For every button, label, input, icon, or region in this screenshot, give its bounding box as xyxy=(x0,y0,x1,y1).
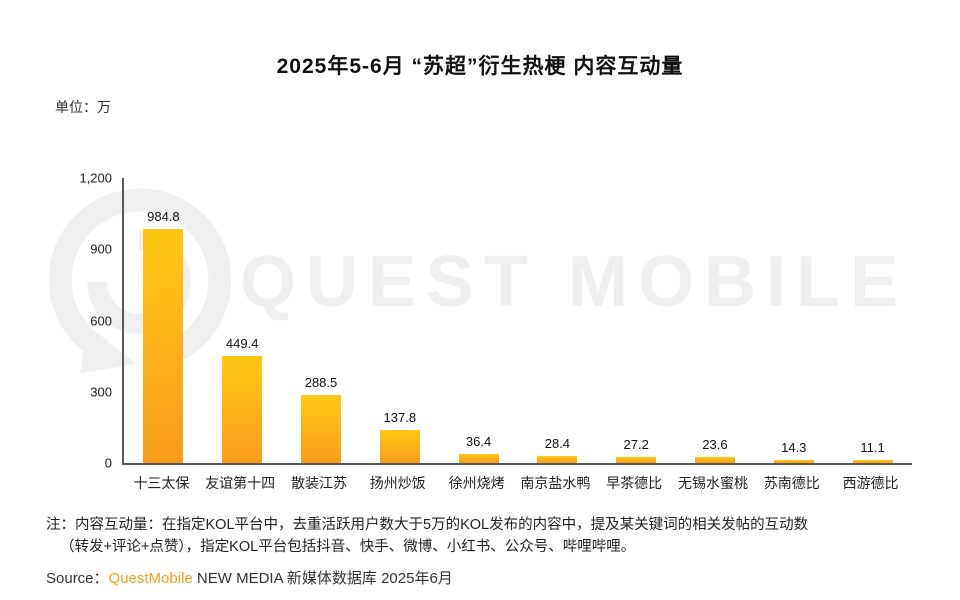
x-category-label: 西游德比 xyxy=(842,475,899,491)
bar-column: 288.5 xyxy=(282,178,361,463)
x-category-label: 散装江苏 xyxy=(290,475,347,491)
y-tick-label: 1,200 xyxy=(79,170,112,186)
source-prefix: Source： xyxy=(46,570,109,587)
bar-value-label: 27.2 xyxy=(623,436,649,452)
bar xyxy=(852,460,893,463)
bar-value-label: 23.6 xyxy=(702,437,728,453)
x-category-label: 早茶德比 xyxy=(606,475,663,491)
bar-value-label: 137.8 xyxy=(383,410,417,426)
bar xyxy=(616,456,657,463)
unit-label: 单位：万 xyxy=(55,99,111,115)
bar xyxy=(458,454,499,463)
note-line-1: 注：内容互动量：在指定KOL平台中，去重活跃用户数大于5万的KOL发布的内容中，… xyxy=(46,517,809,533)
chart-note: 注：内容互动量：在指定KOL平台中，去重活跃用户数大于5万的KOL发布的内容中，… xyxy=(46,514,808,559)
bar-column: 28.4 xyxy=(518,178,597,463)
x-category-label: 徐州烧烤 xyxy=(448,475,505,491)
bar-value-label: 11.1 xyxy=(860,440,885,456)
bar-column: 449.4 xyxy=(203,178,282,463)
bar-column: 137.8 xyxy=(360,178,439,463)
x-category-label: 扬州炒饭 xyxy=(369,475,426,491)
bar-value-label: 449.4 xyxy=(225,336,259,352)
bar-column: 984.8 xyxy=(124,178,203,463)
bar xyxy=(537,456,578,463)
bar-value-label: 14.3 xyxy=(781,439,807,455)
x-category-label: 苏南德比 xyxy=(763,475,820,491)
source-brand: QuestMobile xyxy=(108,570,193,587)
x-category-label: 无锡水蜜桃 xyxy=(677,475,748,491)
y-tick-label: 300 xyxy=(90,384,112,400)
y-axis: 0 300 600 900 1,200 xyxy=(0,171,112,471)
bar-value-label: 984.8 xyxy=(147,209,180,225)
y-tick-label: 900 xyxy=(90,241,112,257)
bar-column: 14.3 xyxy=(754,178,833,463)
source-suffix: NEW MEDIA 新媒体数据库 2025年6月 xyxy=(192,570,453,587)
y-tick-label: 0 xyxy=(104,455,112,471)
chart-title: 2025年5-6月 “苏超”衍生热梗 内容互动量 xyxy=(276,55,684,78)
bar-column: 11.1 xyxy=(833,178,912,463)
bar-column: 36.4 xyxy=(439,178,518,463)
bar xyxy=(773,459,814,463)
bar-value-label: 36.4 xyxy=(465,434,492,450)
bar xyxy=(222,356,263,463)
x-axis: 十三太保 友谊第十四 散装江苏 扬州炒饭 徐州烧烤 南京盐水鸭 早茶德比 无锡水蜜桃 苏南德比 西… xyxy=(122,473,910,493)
bar-column: 27.2 xyxy=(597,178,676,463)
x-category-label: 友谊第十四 xyxy=(205,475,276,491)
bar xyxy=(379,430,420,463)
bar xyxy=(694,457,735,463)
bar-value-label: 28.4 xyxy=(544,436,571,452)
x-category-label: 十三太保 xyxy=(133,475,190,491)
bar-column: 23.6 xyxy=(676,178,755,463)
source-line: Source：QuestMobile NEW MEDIA 新媒体数据库 2025… xyxy=(46,567,453,588)
note-line-2: （转发+评论+点赞），指定KOL平台包括抖音、快手、微博、小红书、公众号、哔哩哔… xyxy=(60,539,636,556)
bar xyxy=(143,229,184,463)
x-category-label: 南京盐水鸭 xyxy=(520,475,591,491)
bar xyxy=(300,394,341,463)
bar-value-label: 288.5 xyxy=(304,374,338,390)
y-tick-label: 600 xyxy=(90,313,112,328)
plot-area: 984.8 449.4 288.5 137.8 36.4 28.4 27.2 23.6 14.3… xyxy=(122,178,912,465)
